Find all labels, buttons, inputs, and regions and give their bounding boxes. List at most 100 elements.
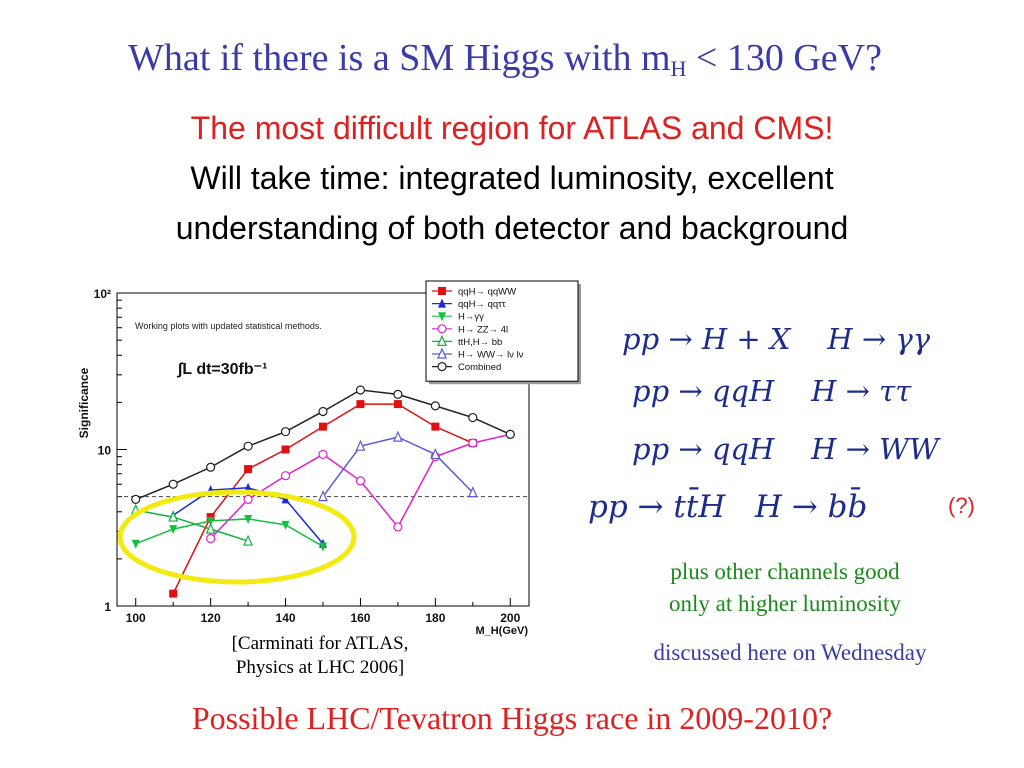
channel-ww: pp → qqH H → WW [632,432,939,466]
bottom-question: Possible LHC/Tevatron Higgs race in 2009… [191,700,833,736]
data-point [206,533,216,544]
data-point [131,539,140,549]
data-point [280,471,291,481]
data-point [206,516,215,526]
legend-entry: ttH,H→ bb [458,337,502,348]
series-6 [131,385,515,504]
low-mass-highlight [117,489,357,585]
legend-swatch-marker [438,312,446,322]
data-point [318,490,328,502]
y-tick-label: 1 [104,600,111,614]
data-point [169,589,178,598]
legend-swatch-marker [437,334,447,347]
caption-line2: Physics at LHC 2006] [235,657,405,678]
data-point [431,422,440,431]
wednesday-note: discussed here on Wednesday [653,640,927,665]
significance-plot: 100 120 140 160 180 200 1 10 10² Working plots … [70,275,585,645]
y-tick-label: 10² [94,287,111,301]
data-point [468,412,478,423]
data-point [355,439,366,451]
x-tick-label: 120 [201,611,221,625]
plot-caption: [Carminati for ATLAS, Physics at LHC 200… [200,632,440,680]
data-point [393,389,403,399]
data-point [393,522,403,532]
data-point [168,479,178,489]
legend-swatch-marker [437,361,447,372]
channel-tth-bb: pp → tt̄H H → bb̄ [588,489,867,525]
legend-box [425,280,579,382]
channel-decay: H → WW [811,432,939,466]
data-point [355,385,366,395]
data-point [131,494,141,504]
data-point [243,494,253,504]
legend-entry: H→γγ [458,312,484,323]
x-tick-label: 100 [126,611,146,625]
legend-entry: H→ ZZ→ 4l [458,324,508,335]
y-ticks: 1 10 10² [94,287,127,614]
data-point [392,430,403,442]
title-tail: < 130 GeV? [686,37,882,79]
time-statement-line1: Will take time: integrated luminosity, e… [190,160,834,196]
legend-entry: qqH→ qqWW [458,287,516,298]
data-point [505,429,515,439]
series-5 [318,430,478,502]
legend-entry: H→ WW→ lν lν [458,350,524,361]
data-point [281,445,290,454]
legend-swatch-marker [438,287,446,295]
data-point [319,422,327,431]
x-axis-label: M_H(GeV) [475,625,528,637]
channel-tau-tau: pp → qqH H → ττ [632,374,911,408]
luminosity-label: ∫L dt=30fb⁻¹ [176,361,267,378]
slide-title: What if there is a SM Higgs with mH < 13… [0,36,1010,81]
plot-annotation: Working plots with updated statistical m… [135,321,322,331]
legend-entry: Combined [458,362,501,373]
data-point [467,486,478,498]
series-group [130,385,515,598]
data-point [206,462,216,472]
title-main: What if there is a SM Higgs with m [128,37,671,79]
channel-decay: H → ττ [811,374,912,408]
caption-line1: [Carminati for ATLAS, [231,633,409,654]
data-point [244,465,253,474]
data-point [169,525,178,535]
channel-production: pp → tt̄H [588,489,726,525]
data-point [244,514,253,524]
other-channels-line2: only at higher luminosity [669,591,901,616]
data-point [355,476,366,486]
data-point [430,447,441,460]
data-point [168,510,179,522]
time-statement-line2: understanding of both detector and backg… [175,210,849,246]
data-point [430,401,440,411]
channel-decay: H → γγ [827,322,931,356]
other-channels-note: plus other channels good only at higher … [590,556,980,620]
x-tick-label: 140 [276,611,296,625]
data-point [244,482,253,492]
other-channels-line1: plus other channels good [670,559,900,584]
difficulty-statement: The most difficult region for ATLAS and … [190,110,834,146]
data-point [319,542,327,552]
channel-gamma-gamma: pp → H + X H → γγ [622,322,930,356]
legend-swatch-marker [438,298,446,308]
data-point [280,427,291,437]
channel-production: pp → H + X [622,322,791,356]
legend-swatch-marker [437,347,447,359]
channel-production: pp → qqH [632,374,775,408]
y-axis-label: Significance [77,367,91,438]
series-line [135,509,249,542]
data-point [281,520,290,530]
data-point [243,441,253,451]
data-point [468,438,478,448]
data-point [356,400,365,409]
data-point [318,406,328,417]
data-point [393,400,402,409]
channel-decay: H → bb̄ [754,489,868,525]
legend-entry: qqH→ qqττ [458,299,506,310]
x-tick-label: 180 [425,611,445,625]
x-tick-label: 160 [350,611,370,625]
legend-swatch-marker [437,324,447,334]
channel-production: pp → qqH [632,432,775,466]
x-ticks: 100 120 140 160 180 200 [126,598,521,625]
data-point [205,522,216,534]
data-point [243,534,254,546]
